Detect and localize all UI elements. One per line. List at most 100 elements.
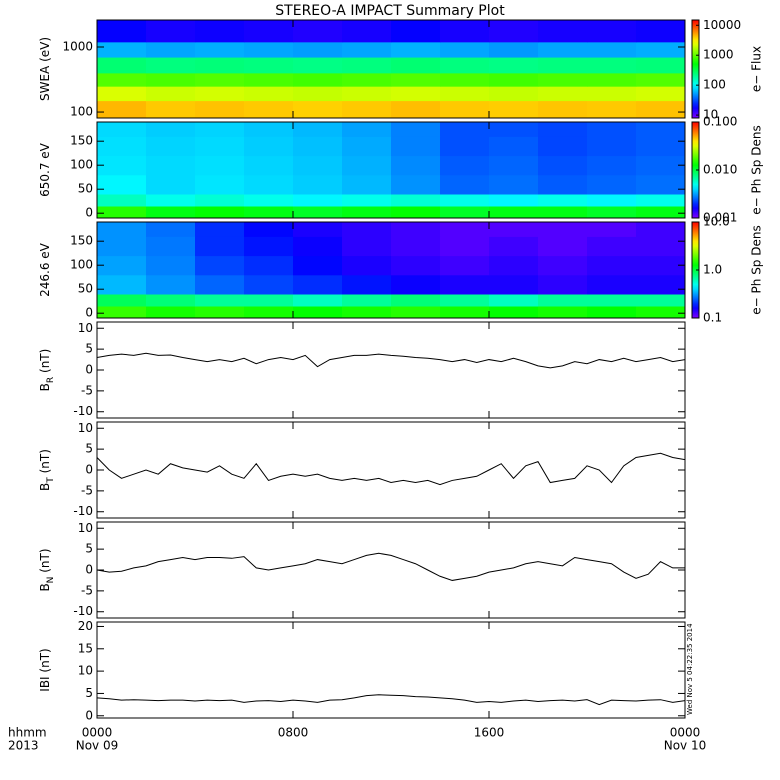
heatmap-cell [489, 41, 539, 58]
heatmap-cell [244, 174, 294, 195]
y-tick-label: 10 [78, 421, 93, 435]
plot-area [97, 222, 685, 318]
heatmap-cell [391, 306, 441, 318]
heatmap-cell [636, 274, 685, 295]
timestamp: Wed Nov 5 04:22:35 2014 [686, 623, 694, 715]
heatmap-cell [587, 194, 637, 207]
heatmap-cell [636, 72, 685, 87]
y-tick-label: 5 [85, 342, 93, 356]
colorbar-tick-label: 1000 [703, 48, 734, 62]
data-line [97, 352, 685, 369]
heatmap-cell [342, 294, 392, 307]
heatmap-cell [587, 236, 637, 257]
heatmap-cell [489, 136, 539, 157]
heatmap-cell [195, 274, 245, 295]
heatmap-cell [587, 222, 637, 237]
heatmap-cell [342, 255, 392, 276]
plot-area [97, 552, 685, 581]
y-tick-label: 100 [70, 158, 93, 172]
heatmap-cell [489, 206, 539, 218]
heatmap-cell [440, 136, 490, 157]
y-axis-label: 246.6 eV [38, 242, 52, 297]
plot-area [97, 20, 685, 118]
heatmap-cell [342, 57, 392, 74]
panel-frame [96, 321, 686, 419]
heatmap-cell [244, 194, 294, 207]
heatmap-cell [146, 206, 196, 218]
heatmap-cell [146, 100, 196, 118]
heatmap-cell [391, 236, 441, 257]
heatmap-cell [195, 72, 245, 87]
heatmap-cell [146, 155, 196, 176]
y-tick-label: 150 [70, 134, 93, 148]
heatmap-cell [97, 294, 147, 307]
panel-frame [96, 221, 686, 319]
y-axis-label: BR (nT) [38, 349, 56, 392]
heatmap-cell [293, 41, 343, 58]
colorbar-tick-label: 0.100 [703, 115, 737, 129]
heatmap-cell [293, 306, 343, 318]
y-axis-label: 650.7 eV [38, 142, 52, 197]
heatmap-cell [489, 222, 539, 237]
x-axis-label: hhmm [8, 726, 47, 740]
data-line [97, 452, 685, 486]
heatmap-cell [97, 136, 147, 157]
heatmap-cell [440, 57, 490, 74]
heatmap-cell [97, 41, 147, 58]
data-line [97, 694, 685, 706]
heatmap-cell [146, 306, 196, 318]
heatmap-cell [342, 122, 392, 137]
heatmap-cell [293, 206, 343, 218]
y-tick-label: -5 [81, 383, 93, 397]
heatmap-cell [587, 86, 637, 102]
heatmap-cell [195, 194, 245, 207]
heatmap-cell [342, 72, 392, 87]
y-tick-label: 0 [85, 463, 93, 477]
heatmap-cell [195, 306, 245, 318]
heatmap-cell [440, 155, 490, 176]
heatmap-cell [293, 174, 343, 195]
heatmap-cell [538, 57, 588, 74]
heatmap-cell [195, 20, 245, 43]
plot-area [97, 352, 685, 369]
x-date-label: Nov 10 [664, 739, 707, 753]
heatmap-cell [587, 136, 637, 157]
heatmap-cell [538, 122, 588, 137]
heatmap-cell [489, 294, 539, 307]
heatmap-cell [97, 236, 147, 257]
colorbar-tick-label: 100 [703, 78, 726, 92]
plot-area [97, 694, 685, 706]
heatmap-cell [195, 155, 245, 176]
heatmap-cell [97, 86, 147, 102]
y-tick-label: 5 [85, 686, 93, 700]
heatmap-cell [342, 174, 392, 195]
heatmap-cell [587, 72, 637, 87]
heatmap-cell [538, 206, 588, 218]
y-tick-label: 0 [85, 206, 93, 220]
heatmap-cell [391, 222, 441, 237]
heatmap-cell [146, 122, 196, 137]
heatmap-cell [636, 41, 685, 58]
heatmap-cell [391, 194, 441, 207]
heatmap-cell [391, 294, 441, 307]
heatmap-cell [587, 294, 637, 307]
y-tick-label: 0 [85, 306, 93, 320]
y-axis-label-main: 650.7 eV [38, 142, 52, 197]
y-tick-label: 10 [78, 321, 93, 335]
heatmap-cell [489, 100, 539, 118]
y-axis-label-main: B [38, 483, 52, 491]
colorbar-tick-label: 10.0 [703, 215, 730, 229]
y-tick-label: -5 [81, 483, 93, 497]
heatmap-cell [146, 136, 196, 157]
heatmap-cell [391, 57, 441, 74]
heatmap-cell [440, 222, 490, 237]
heatmap-cell [538, 100, 588, 118]
heatmap-cell [440, 255, 490, 276]
heatmap-cell [195, 41, 245, 58]
heatmap-cell [97, 206, 147, 218]
heatmap-cell [587, 41, 637, 58]
panel-frame [96, 19, 686, 119]
panel-frame [96, 621, 686, 719]
heatmap-cell [538, 294, 588, 307]
